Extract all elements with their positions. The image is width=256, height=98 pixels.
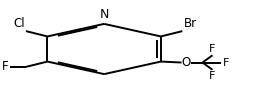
Text: F: F [209, 71, 216, 81]
Text: Br: Br [184, 17, 197, 30]
Text: F: F [223, 58, 229, 68]
Text: F: F [2, 60, 8, 73]
Text: O: O [182, 56, 191, 69]
Text: N: N [100, 8, 109, 21]
Text: F: F [209, 44, 216, 54]
Text: Cl: Cl [13, 17, 25, 30]
